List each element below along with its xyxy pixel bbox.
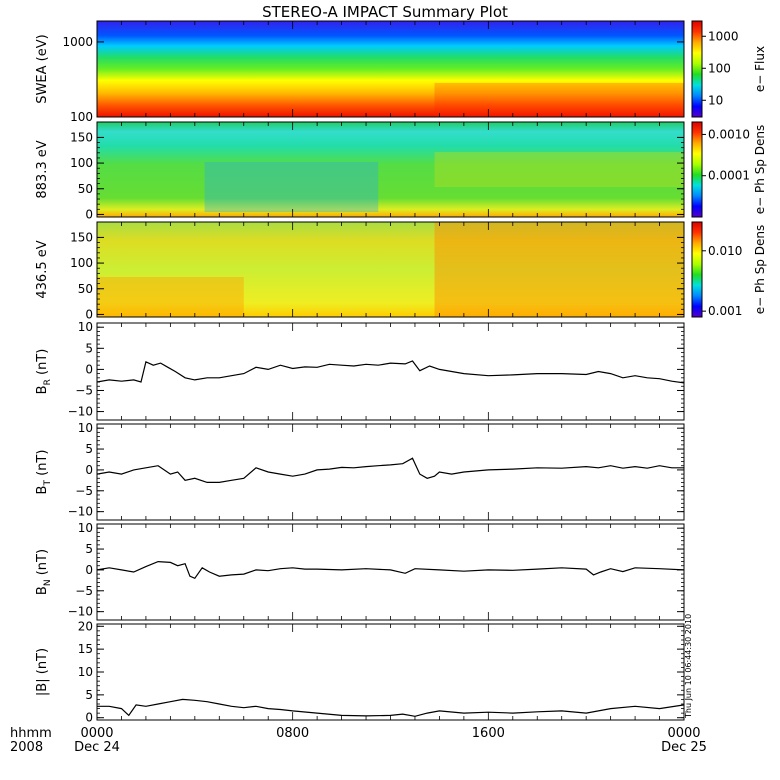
spectrogram-3 (97, 222, 684, 317)
panel-frame (96, 623, 685, 721)
panel-4: −10 −5 0 5 10 BR (nT) (35, 320, 685, 421)
y-tick-label: 0 (85, 711, 93, 725)
panel-6: −10 −5 0 5 10 BN (nT) (35, 521, 685, 621)
panel-frame (96, 423, 685, 521)
y-tick-label: 0 (85, 563, 93, 577)
y-tick-label: 50 (78, 182, 93, 196)
y-tick-label: 0 (85, 207, 93, 221)
y-tick-label: 100 (70, 256, 93, 270)
spectrogram-1 (97, 21, 684, 117)
series-line-5 (96, 457, 684, 483)
y-tick-label: 20 (78, 619, 93, 633)
y-tick-label: 5 (85, 442, 93, 456)
colorbar-scale (691, 121, 703, 218)
colorbar-tick-label: 0.001 (708, 304, 742, 318)
colorbar-label: e− Ph Sp Dens (753, 225, 767, 314)
colorbar-scale (691, 221, 703, 318)
panel-frame (96, 523, 685, 621)
y-axis-label: BR (nT) (35, 349, 53, 395)
plot-title: STEREO-A IMPACT Summary Plot (262, 3, 508, 21)
y-axis-label: BT (nT) (35, 450, 53, 495)
y-tick-label: 5 (85, 542, 93, 556)
y-tick-label: 50 (78, 282, 93, 296)
spectrogram-region (97, 277, 244, 317)
spectrogram-region (434, 83, 684, 117)
panel-1: 10 100 1000 e− Flux 100 1000 SWEA (eV) (35, 20, 767, 124)
y-axis-label: BN (nT) (35, 549, 53, 595)
panel-5: −10 −5 0 5 10 BT (nT) (35, 421, 685, 521)
spectrogram-region (434, 152, 684, 187)
x-tick-date: Dec 24 (74, 740, 120, 755)
y-tick-label: 100 (70, 156, 93, 170)
colorbar-2: 0.0001 0.0010 e− Ph Sp Dens (691, 121, 767, 218)
colorbar-label: e− Ph Sp Dens (753, 125, 767, 214)
y-axis-label: SWEA (eV) (35, 34, 50, 103)
panel-7: 0 5 10 15 20 |B| (nT) (35, 619, 685, 725)
x-tick-date: Dec 25 (661, 740, 707, 755)
x-tick-label: 0000 (667, 726, 700, 741)
y-tick-label: 10 (78, 421, 93, 435)
x-tick-label: 0800 (276, 726, 309, 741)
colorbar-tick-label: 1000 (708, 29, 739, 43)
y-tick-label: −5 (75, 584, 93, 598)
colorbar-tick-label: 0.0001 (708, 169, 750, 183)
colorbar-label: e− Flux (753, 46, 767, 92)
colorbar-tick-label: 0.010 (708, 244, 742, 258)
y-tick-label: −10 (68, 605, 93, 619)
colorbar-3: 0.001 0.010 e− Ph Sp Dens (691, 221, 767, 318)
series-line-6 (96, 560, 685, 580)
y-axis-label: 436.5 eV (35, 240, 50, 298)
y-tick-label: 10 (78, 665, 93, 679)
colorbar-tick-label: 0.0010 (708, 127, 750, 141)
y-tick-label: 5 (85, 688, 93, 702)
y-axis-label: |B| (nT) (35, 648, 50, 696)
time-axis-row2-label: 2008 (10, 740, 43, 755)
y-tick-label: 10 (78, 521, 93, 535)
y-tick-label: −5 (75, 383, 93, 397)
colorbar-scale (691, 20, 703, 118)
panel-3: 0.001 0.010 e− Ph Sp Dens 0 50 100 150 436.5 eV (35, 221, 767, 321)
spectrogram-region (434, 222, 684, 317)
y-tick-label: 100 (70, 110, 93, 124)
colorbar-tick-label: 100 (708, 61, 731, 75)
y-tick-label: 15 (78, 642, 93, 656)
y-tick-label: 5 (85, 341, 93, 355)
spectrogram-region (204, 162, 379, 212)
y-tick-label: 0 (85, 463, 93, 477)
y-tick-label: −10 (68, 505, 93, 519)
y-tick-label: −10 (68, 405, 93, 419)
y-tick-label: 150 (70, 230, 93, 244)
x-tick-label: 0000 (80, 726, 113, 741)
panel-2: 0.0001 0.0010 e− Ph Sp Dens 0 50 100 150 883.3 … (35, 121, 767, 221)
y-tick-label: 10 (78, 320, 93, 334)
timestamp-text: Thu Jun 10 06:44:30 2010 (684, 614, 693, 719)
colorbar-1: 10 100 1000 e− Flux (691, 20, 767, 118)
series-line-4 (96, 360, 685, 384)
x-tick-label: 1600 (472, 726, 505, 741)
y-tick-label: 150 (70, 130, 93, 144)
y-tick-label: 1000 (62, 35, 93, 49)
y-axis-label: 883.3 eV (35, 140, 50, 198)
y-tick-label: 0 (85, 307, 93, 321)
time-axis-row1-label: hhmm (10, 726, 52, 741)
y-tick-label: 0 (85, 362, 93, 376)
colorbar-tick-label: 10 (708, 93, 723, 107)
series-line-7 (97, 698, 685, 717)
y-tick-label: −5 (75, 484, 93, 498)
